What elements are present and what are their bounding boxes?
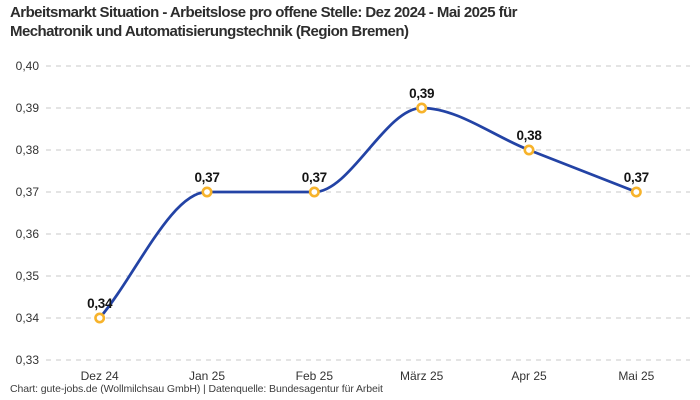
data-point-marker [94,312,106,324]
y-tick-label: 0,33 [16,353,40,367]
y-tick-label: 0,36 [16,227,40,241]
y-tick-label: 0,38 [16,143,40,157]
y-tick-label: 0,39 [16,101,40,115]
data-point-label: 0,37 [194,170,219,185]
data-point-label: 0,34 [87,296,113,311]
data-point-marker [308,186,320,198]
chart-source-note: Chart: gute-jobs.de (Wollmilchsau GmbH) … [10,383,383,395]
page-title-line1: Arbeitsmarkt Situation - Arbeitslose pro… [10,4,518,21]
data-point-label: 0,37 [302,170,327,185]
y-tick-label: 0,37 [16,185,40,199]
data-point-marker [523,144,535,156]
y-tick-label: 0,34 [16,311,40,325]
x-tick-label: Apr 25 [511,369,547,383]
x-tick-label: Jan 25 [189,369,225,383]
x-tick-label: Feb 25 [296,369,334,383]
x-tick-label: Mai 25 [618,369,654,383]
page-title-line2: Mechatronik und Automatisierungstechnik … [10,23,409,40]
x-tick-label: Dez 24 [81,369,119,383]
y-tick-label: 0,35 [16,269,40,283]
x-tick-label: März 25 [400,369,444,383]
trend-line [98,106,638,320]
data-point-label: 0,38 [516,128,542,143]
y-tick-label: 0,40 [16,59,40,73]
data-point-label: 0,37 [624,170,649,185]
data-point-label: 0,39 [409,86,434,101]
page-title: Arbeitsmarkt Situation - Arbeitslose pro… [10,3,518,41]
data-point-marker [630,186,642,198]
data-point-marker [416,102,428,114]
data-point-marker [201,186,213,198]
